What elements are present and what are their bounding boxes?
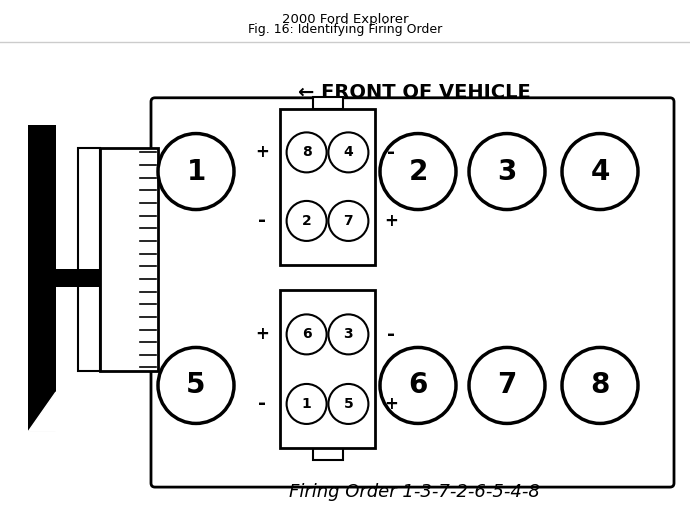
Text: 7: 7 <box>497 371 517 400</box>
Bar <box>313 448 342 460</box>
Text: 2000 Ford Explorer: 2000 Ford Explorer <box>282 13 408 26</box>
Text: 2: 2 <box>408 157 428 185</box>
Circle shape <box>286 384 326 424</box>
Text: 4: 4 <box>591 157 610 185</box>
Bar <box>280 290 375 448</box>
Text: 5: 5 <box>344 397 353 411</box>
Circle shape <box>286 314 326 355</box>
Text: Fig. 16: Identifying Firing Order: Fig. 16: Identifying Firing Order <box>248 23 442 36</box>
Text: -: - <box>387 325 395 344</box>
Text: -: - <box>258 394 266 413</box>
Bar <box>78 148 100 371</box>
Circle shape <box>380 133 456 210</box>
Text: 2: 2 <box>302 214 311 228</box>
Circle shape <box>328 384 368 424</box>
Circle shape <box>328 132 368 172</box>
Text: 3: 3 <box>497 157 517 185</box>
Bar <box>100 148 158 371</box>
Text: +: + <box>255 326 269 343</box>
Text: +: + <box>384 212 398 230</box>
Text: 8: 8 <box>591 371 610 400</box>
Circle shape <box>158 347 234 424</box>
Circle shape <box>158 133 234 210</box>
Text: 1: 1 <box>302 397 311 411</box>
Bar <box>280 109 375 265</box>
Circle shape <box>562 347 638 424</box>
Text: -: - <box>258 212 266 230</box>
Polygon shape <box>28 392 56 432</box>
Text: 6: 6 <box>302 328 311 341</box>
Bar <box>313 97 342 109</box>
Circle shape <box>286 201 326 241</box>
FancyBboxPatch shape <box>151 98 674 487</box>
Text: 5: 5 <box>186 371 206 400</box>
Text: +: + <box>384 395 398 413</box>
Text: Firing Order 1-3-7-2-6-5-4-8: Firing Order 1-3-7-2-6-5-4-8 <box>288 483 540 501</box>
Text: 1: 1 <box>186 157 206 185</box>
Text: ← FRONT OF VEHICLE: ← FRONT OF VEHICLE <box>297 83 531 102</box>
Circle shape <box>328 314 368 355</box>
Text: 7: 7 <box>344 214 353 228</box>
Text: -: - <box>387 143 395 162</box>
Circle shape <box>380 347 456 424</box>
Circle shape <box>286 132 326 172</box>
Text: 8: 8 <box>302 146 311 159</box>
Bar <box>28 269 100 288</box>
Text: +: + <box>255 144 269 161</box>
Text: 6: 6 <box>408 371 428 400</box>
Circle shape <box>469 133 545 210</box>
Text: 4: 4 <box>344 146 353 159</box>
Circle shape <box>328 201 368 241</box>
Bar <box>28 125 56 432</box>
Circle shape <box>562 133 638 210</box>
Circle shape <box>469 347 545 424</box>
Text: 3: 3 <box>344 328 353 341</box>
